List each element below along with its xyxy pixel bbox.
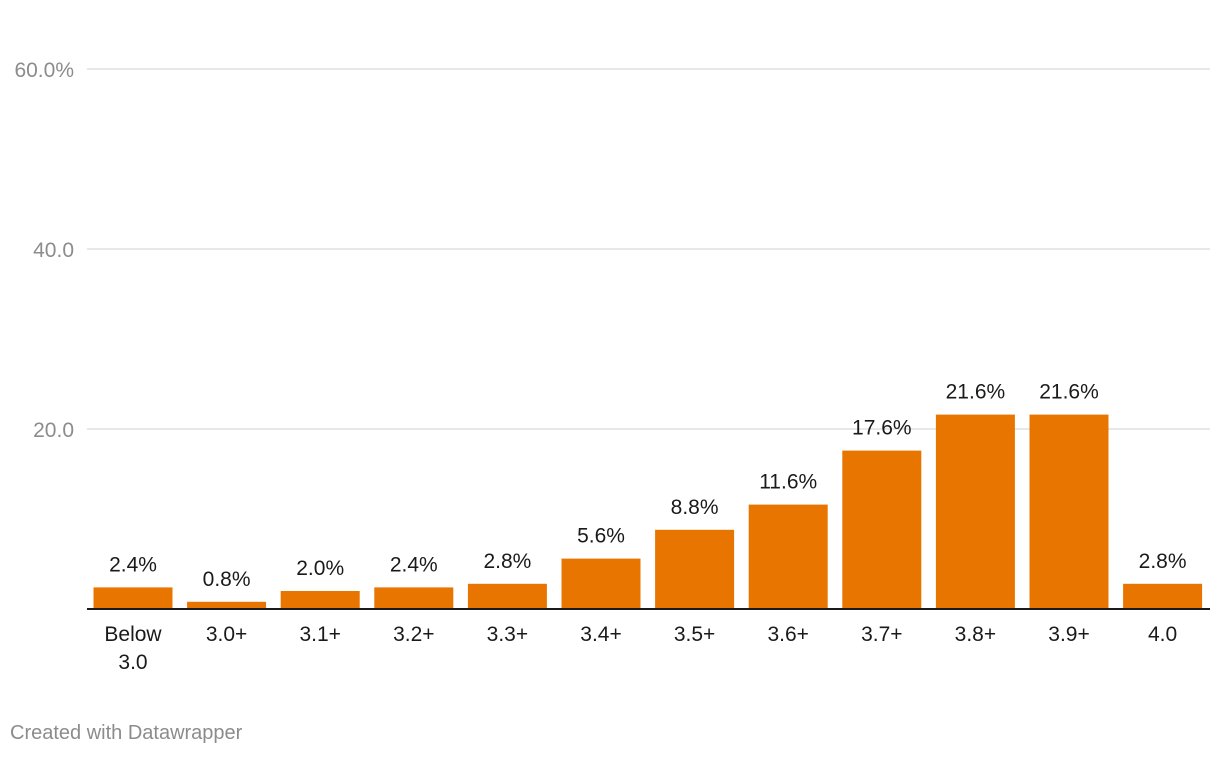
- x-tick-label: 3.0+: [206, 623, 247, 646]
- gridlines: [87, 68, 1210, 430]
- x-tick-label: Below 3.0: [104, 623, 162, 674]
- y-tick-label: 60.0%: [14, 59, 74, 82]
- x-tick-label: 3.7+: [861, 623, 902, 646]
- bar: [187, 601, 267, 609]
- bar: [280, 591, 360, 609]
- bar-value-label: 21.6%: [1039, 381, 1099, 404]
- x-tick-label: 3.4+: [580, 623, 621, 646]
- x-tick-label: 4.0: [1148, 623, 1177, 646]
- bar-value-label: 2.0%: [296, 557, 344, 580]
- y-tick-label: 20.0: [33, 419, 74, 442]
- bar-value-label: 2.4%: [390, 553, 438, 576]
- bar: [1029, 414, 1109, 609]
- bar: [842, 450, 922, 609]
- y-axis: 20.0 40.0 60.0%: [14, 59, 74, 442]
- footer-credit: Created with Datawrapper: [10, 722, 243, 744]
- bar: [748, 504, 828, 609]
- x-tick-label: 3.8+: [955, 623, 996, 646]
- bar: [561, 558, 641, 609]
- x-tick-label: 3.2+: [393, 623, 434, 646]
- x-tick-label: 3.6+: [767, 623, 808, 646]
- bar-value-label: 8.8%: [671, 496, 719, 519]
- y-tick-label: 40.0: [33, 239, 74, 262]
- x-tick-label: 3.1+: [299, 623, 340, 646]
- bar-value-label: 0.8%: [203, 568, 251, 591]
- bar-value-label: 2.4%: [109, 553, 157, 576]
- bar: [374, 587, 454, 609]
- bar-value-label: 2.8%: [483, 550, 531, 573]
- bar-value-label: 21.6%: [946, 381, 1006, 404]
- bars: [93, 414, 1203, 609]
- bar-value-label: 2.8%: [1139, 550, 1187, 573]
- bar-value-label: 11.6%: [759, 471, 817, 494]
- bar-value-label: 17.6%: [852, 417, 912, 440]
- x-tick-label: 3.5+: [674, 623, 715, 646]
- x-axis: Below 3.0 3.0+ 3.1+ 3.2+ 3.3+ 3.4+ 3.5+ 3.6+ 3.7+…: [87, 608, 1210, 674]
- bar: [655, 529, 735, 609]
- value-labels: 2.4% 0.8% 2.0% 2.4% 2.8% 5.6% 8.8% 11.6% 17.6% 21…: [109, 381, 1186, 591]
- x-tick-label: 3.9+: [1048, 623, 1089, 646]
- bar: [93, 587, 173, 609]
- bar: [467, 583, 547, 609]
- bar: [935, 414, 1015, 609]
- x-tick-label: 3.3+: [487, 623, 528, 646]
- bar: [1123, 583, 1203, 609]
- bar-value-label: 5.6%: [577, 525, 625, 548]
